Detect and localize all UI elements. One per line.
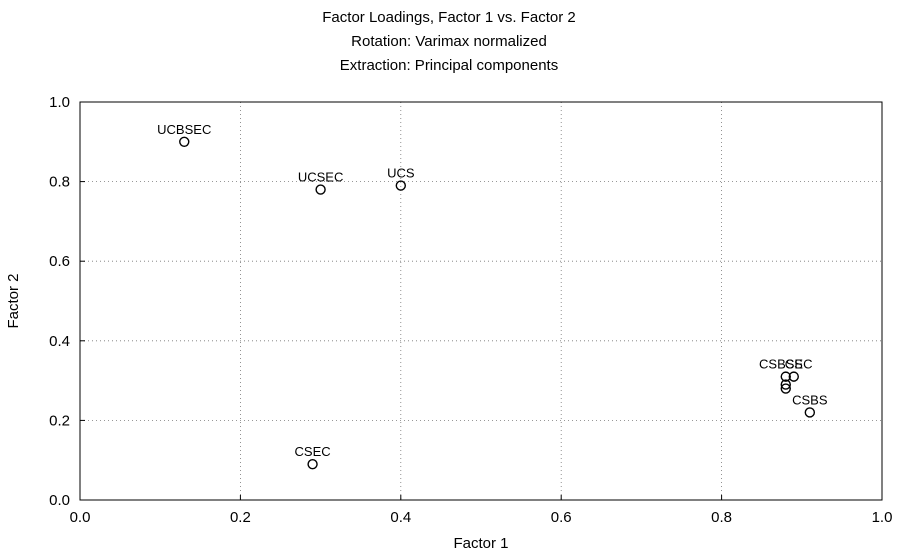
data-point xyxy=(395,180,406,191)
point-label: UCS xyxy=(387,166,415,181)
chart-subtitle-rotation: Rotation: Varimax normalized xyxy=(351,33,547,50)
grid-lines xyxy=(80,102,882,500)
data-point xyxy=(179,136,190,148)
x-tick-label: 0.8 xyxy=(711,509,732,526)
y-tick-label: 0.6 xyxy=(49,253,70,270)
y-axis-ticks: 0.0 0.2 0.4 0.6 0.8 1.0 xyxy=(49,94,85,509)
point-label: UCSEC xyxy=(298,170,344,185)
data-point xyxy=(307,458,318,470)
data-point xyxy=(780,371,791,382)
y-tick-label: 0.8 xyxy=(49,174,70,191)
x-tick-label: 1.0 xyxy=(872,509,893,526)
x-tick-label: 0.2 xyxy=(230,509,251,526)
data-point xyxy=(780,379,791,390)
data-point xyxy=(780,383,791,394)
x-tick-label: 0.4 xyxy=(390,509,411,526)
point-label: CSEC xyxy=(295,444,331,459)
point-label: UCBSEC xyxy=(157,122,211,137)
point-label: CSBSEC xyxy=(759,357,812,372)
x-axis-label: Factor 1 xyxy=(453,535,508,552)
plot-frame xyxy=(79,101,883,501)
chart-subtitle-extraction: Extraction: Principal components xyxy=(339,57,559,74)
y-tick-label: 0.2 xyxy=(49,412,70,429)
chart-title: Factor Loadings, Factor 1 vs. Factor 2 xyxy=(322,9,576,26)
x-tick-label: 0.6 xyxy=(551,509,572,526)
point-label: CS xyxy=(785,357,803,372)
y-tick-label: 1.0 xyxy=(49,94,70,111)
x-axis-ticks: 0.0 0.2 0.4 0.6 0.8 1.0 xyxy=(70,495,893,526)
chart-titles: Factor Loadings, Factor 1 vs. Factor 2 R… xyxy=(0,6,898,78)
data-point xyxy=(804,407,816,418)
y-tick-label: 0.0 xyxy=(49,492,70,509)
y-axis-label: Factor 2 xyxy=(5,273,22,328)
data-point xyxy=(315,184,326,195)
point-label: CSBS xyxy=(792,392,828,407)
x-tick-label: 0.0 xyxy=(70,509,91,526)
y-tick-label: 0.4 xyxy=(49,333,70,350)
data-point xyxy=(788,371,799,382)
